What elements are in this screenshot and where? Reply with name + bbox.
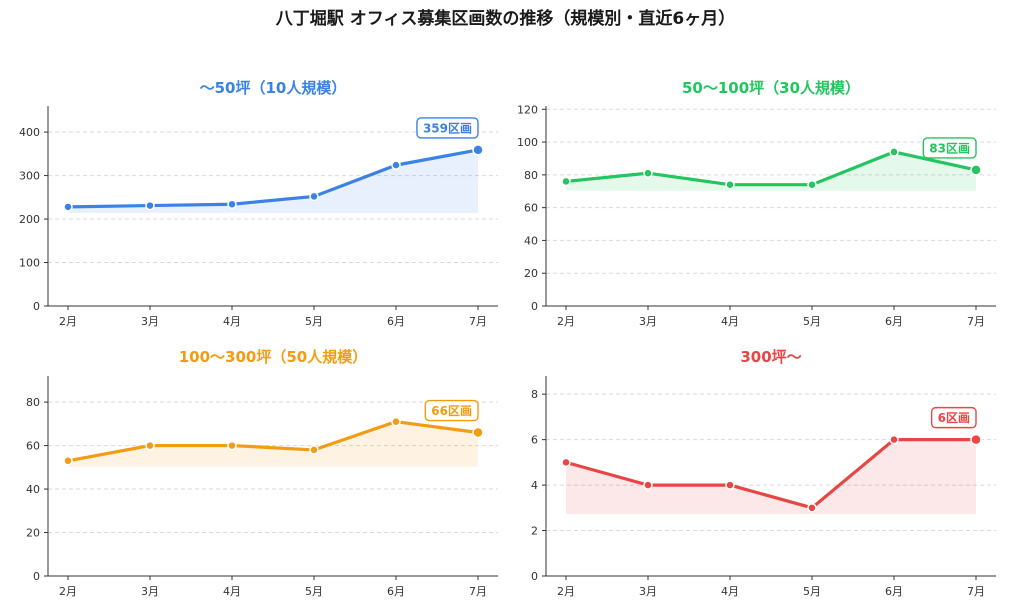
- data-point: [63, 202, 73, 212]
- x-tick-label: 2月: [557, 585, 575, 598]
- data-point: [145, 440, 155, 451]
- panel-title: 〜50坪（10人規模）: [200, 79, 347, 97]
- x-tick-label: 2月: [59, 315, 77, 328]
- x-tick-label: 6月: [885, 315, 903, 328]
- data-point: [63, 456, 73, 466]
- y-tick-label: 4: [531, 479, 538, 492]
- y-tick-label: 0: [531, 300, 538, 313]
- data-point: [807, 503, 817, 513]
- chart-panel: 〜50坪（10人規模） 0 100 200 300 400 2月 3月 4月 5月 6月 7月 359区…: [19, 79, 498, 328]
- y-tick-label: 2: [531, 525, 538, 538]
- chart-panel: 50〜100坪（30人規模） 0 20 40 60 80 100 120 2月 3月 4月 5月 6月 7…: [517, 79, 996, 328]
- y-tick-label: 60: [26, 440, 40, 453]
- figure-title: 八丁堀駅 オフィス募集区画数の推移（規模別・直近6ヶ月）: [275, 9, 736, 29]
- data-point: [643, 168, 653, 178]
- data-point: [561, 176, 571, 187]
- data-point: [725, 179, 735, 190]
- chart-panel: 100〜300坪（50人規模） 0 20 40 60 80 2月 3月 4月 5月 6月 7月 66区画: [26, 348, 498, 598]
- x-tick-label: 7月: [967, 585, 985, 598]
- series-line: [564, 150, 978, 187]
- x-tick-label: 4月: [223, 315, 241, 328]
- callout-label: 359区画: [423, 121, 472, 135]
- callout-box: [922, 137, 977, 159]
- area-fill: [566, 439, 976, 514]
- data-point: [309, 191, 319, 202]
- panel-title: 50〜100坪（30人規模）: [682, 79, 860, 97]
- data-point: [391, 160, 401, 170]
- callout-box: [930, 406, 977, 429]
- data-point: [970, 433, 982, 446]
- y-tick-label: 120: [517, 103, 538, 116]
- series-line: [66, 148, 480, 209]
- chart-panel: 300坪〜 0 2 4 6 8 2月 3月 4月 5月 6月 7月 6区画: [531, 348, 996, 598]
- series-line: [564, 438, 978, 510]
- x-tick-label: 5月: [305, 315, 323, 328]
- y-tick-label: 0: [531, 570, 538, 583]
- data-point: [561, 457, 571, 468]
- x-tick-label: 3月: [639, 585, 657, 598]
- data-point: [889, 147, 899, 157]
- callout-label: 66区画: [431, 404, 472, 418]
- y-tick-label: 80: [524, 169, 538, 182]
- panel-title: 100〜300坪（50人規模）: [179, 348, 368, 366]
- x-tick-label: 3月: [141, 315, 159, 328]
- x-tick-label: 6月: [387, 315, 405, 328]
- y-tick-label: 40: [524, 234, 538, 247]
- x-tick-label: 2月: [59, 585, 77, 598]
- x-tick-label: 6月: [885, 585, 903, 598]
- y-tick-label: 300: [19, 170, 40, 183]
- y-tick-label: 100: [517, 136, 538, 149]
- y-tick-label: 200: [19, 213, 40, 226]
- y-tick-label: 6: [531, 434, 538, 447]
- data-point: [970, 164, 982, 176]
- x-tick-label: 4月: [721, 315, 739, 328]
- x-tick-label: 4月: [223, 585, 241, 598]
- y-tick-label: 80: [26, 396, 40, 409]
- data-point: [309, 445, 319, 455]
- y-tick-label: 400: [19, 126, 40, 139]
- data-point: [725, 480, 735, 490]
- callout-box: [416, 117, 479, 139]
- y-tick-label: 20: [26, 527, 40, 540]
- data-point: [472, 144, 484, 156]
- x-tick-label: 3月: [141, 585, 159, 598]
- x-tick-label: 2月: [557, 315, 575, 328]
- data-point: [391, 416, 401, 427]
- x-tick-label: 4月: [721, 585, 739, 598]
- y-tick-label: 8: [531, 388, 538, 401]
- data-point: [643, 480, 653, 490]
- callout-box: [424, 399, 479, 422]
- callout-label: 6区画: [938, 411, 970, 425]
- x-tick-label: 5月: [803, 315, 821, 328]
- y-tick-label: 40: [26, 483, 40, 496]
- x-tick-label: 6月: [387, 585, 405, 598]
- callout-label: 83区画: [929, 141, 970, 155]
- area-fill: [68, 421, 478, 467]
- data-point: [807, 179, 817, 190]
- x-tick-label: 3月: [639, 315, 657, 328]
- x-tick-label: 7月: [967, 315, 985, 328]
- x-tick-label: 7月: [469, 315, 487, 328]
- y-tick-label: 0: [33, 570, 40, 583]
- data-point: [889, 434, 899, 445]
- y-tick-label: 60: [524, 202, 538, 215]
- y-tick-label: 0: [33, 300, 40, 313]
- x-tick-label: 7月: [469, 585, 487, 598]
- data-point: [227, 440, 237, 451]
- area-fill: [68, 149, 478, 213]
- x-tick-label: 5月: [803, 585, 821, 598]
- y-tick-label: 100: [19, 257, 40, 270]
- data-point: [145, 200, 155, 211]
- data-point: [227, 199, 237, 210]
- panel-title: 300坪〜: [740, 348, 801, 366]
- x-tick-label: 5月: [305, 585, 323, 598]
- y-tick-label: 20: [524, 267, 538, 280]
- data-point: [472, 426, 484, 439]
- series-line: [66, 420, 480, 463]
